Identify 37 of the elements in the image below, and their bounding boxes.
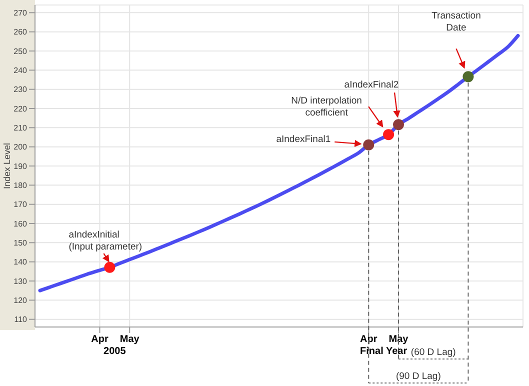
text: (90 D Lag) — [396, 371, 441, 382]
point — [393, 119, 404, 130]
x-tick-label: Apr — [360, 334, 378, 346]
annotation: N/D interpolation coefficient — [291, 96, 362, 119]
text: (60 D Lag) — [410, 347, 456, 358]
y-tick-label: 170 — [14, 200, 28, 210]
y-tick-label: 120 — [14, 296, 28, 306]
point — [462, 71, 474, 82]
y-tick-label: 230 — [14, 85, 28, 94]
y-tick-label: 110 — [14, 315, 28, 324]
text: 2005 — [104, 346, 126, 357]
x-tick-label: May — [388, 334, 409, 346]
point — [104, 262, 116, 273]
x-tick-label: May — [120, 334, 140, 346]
y-tick-label: 220 — [14, 104, 28, 114]
y-tick-label: 190 — [14, 162, 28, 171]
annotation: Transaction Date — [432, 10, 481, 34]
point — [363, 139, 374, 150]
annotation: aIndexFinal2 — [344, 80, 399, 91]
y-tick-label: 130 — [14, 276, 28, 286]
line-series — [38, 34, 520, 292]
y-tick-label: 210 — [14, 124, 28, 133]
text: Final Year — [360, 346, 408, 357]
y-tick-label: 270 — [14, 8, 28, 18]
y-tick-label: 180 — [14, 181, 28, 190]
y-tick-label: 260 — [14, 28, 28, 37]
annotation: aIndexFinal1 — [276, 134, 331, 145]
y-tick-label: 200 — [14, 142, 28, 152]
y-tick-label: 240 — [14, 66, 28, 76]
y-axis-title: Index Level — [2, 142, 12, 190]
y-tick-label: 250 — [14, 46, 28, 56]
annotation: aIndexInitial (Input parameter) — [68, 229, 142, 252]
x-tick-label: Apr — [91, 334, 108, 346]
y-tick-label: 140 — [14, 258, 28, 267]
point — [383, 129, 394, 140]
y-tick-label: 160 — [14, 219, 28, 228]
y-tick-label: 150 — [14, 238, 28, 248]
